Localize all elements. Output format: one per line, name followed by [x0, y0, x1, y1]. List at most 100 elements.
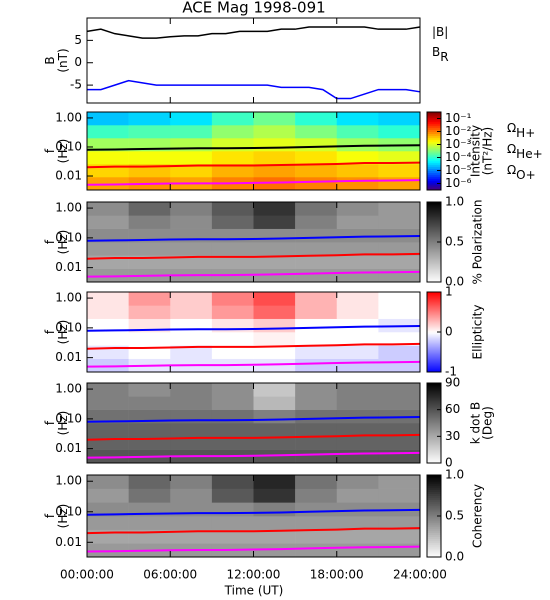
spectrogram-cell: [128, 475, 171, 489]
colorbar-swatch: [427, 493, 441, 496]
y-tick-label: 0.10: [55, 139, 82, 153]
colorbar-swatch: [427, 236, 441, 239]
spectrogram-cell: [253, 502, 296, 517]
spectrogram-cell: [211, 202, 254, 216]
spectrogram-cell: [378, 475, 421, 489]
colorbar-label: Intensity: [469, 125, 483, 177]
colorbar-swatch: [427, 280, 441, 283]
colorbar-swatch: [427, 117, 441, 121]
spectrogram-cell: [253, 138, 296, 152]
colorbar-tick-label: 0.0: [445, 550, 464, 564]
spectrogram-cell: [87, 332, 129, 346]
colorbar-tick-label: 0: [445, 456, 453, 470]
colorbar-swatch: [427, 202, 441, 205]
spectrogram-cell: [128, 202, 171, 216]
colorbar-swatch: [427, 314, 441, 317]
legend-subscript: R: [440, 50, 448, 64]
colorbar-tick-label: 1.0: [445, 195, 464, 209]
colorbar-label: k dot B: [469, 402, 483, 444]
spectrogram-cell: [170, 436, 213, 450]
spectrogram-cell: [336, 138, 379, 152]
colorbar-swatch: [427, 332, 441, 335]
spectrogram-cell: [336, 255, 379, 269]
colorbar-swatch: [427, 262, 441, 265]
y-tick-label: -5: [70, 78, 82, 92]
spectrogram-cell: [336, 449, 379, 464]
spectrogram-cell: [211, 396, 254, 410]
colorbar-swatch: [427, 540, 441, 544]
spectrogram-cell: [87, 151, 129, 165]
colorbar-swatch: [427, 536, 441, 540]
colorbar-swatch: [427, 507, 441, 511]
spectrogram-cell: [336, 228, 379, 243]
y-axis-label: (Hz): [56, 320, 70, 345]
colorbar-tick-label: 0.5: [445, 235, 464, 249]
spectrogram-cell: [295, 215, 338, 229]
spectrogram-cell: [170, 475, 213, 489]
colorbar-swatch: [427, 256, 441, 259]
colorbar-swatch: [427, 170, 441, 173]
spectrogram-cell: [253, 332, 296, 346]
colorbar-swatch: [427, 491, 441, 494]
y-axis-label: f: [43, 420, 57, 425]
colorbar-swatch: [427, 204, 441, 207]
colorbar-swatch: [427, 427, 441, 430]
colorbar-swatch: [427, 113, 441, 117]
colorbar-swatch: [427, 214, 441, 217]
colorbar-swatch: [427, 186, 441, 189]
spectrogram-cell: [378, 268, 421, 283]
spectrogram-cell: [295, 151, 338, 165]
colorbar-swatch: [427, 554, 441, 558]
spectrogram-cell: [211, 151, 254, 165]
colorbar-swatch: [427, 145, 441, 148]
spectrogram-cell: [336, 396, 379, 410]
colorbar-swatch: [427, 391, 441, 394]
spectrogram-cell: [253, 177, 296, 191]
spectrogram-cell: [87, 516, 129, 530]
colorbar-swatch: [427, 485, 441, 488]
spectrogram-cell: [170, 164, 213, 178]
spectrogram-cell: [87, 112, 129, 126]
spectrogram-cell: [295, 177, 338, 191]
colorbar-tick-label: 0.5: [445, 509, 464, 523]
colorbar-swatch: [427, 550, 441, 554]
spectrogram-cell: [128, 332, 171, 346]
colorbar-frame: [426, 382, 442, 464]
spectrogram-cell: [170, 488, 213, 503]
colorbar-swatch: [427, 242, 441, 245]
spectrogram-cell: [170, 332, 213, 346]
y-tick-label: 0.01: [55, 441, 82, 455]
legend-name: B: [432, 45, 440, 59]
spectrogram-cell: [295, 202, 338, 216]
colorbar-swatch: [427, 399, 441, 402]
spectrogram-cell: [378, 202, 421, 216]
x-tick-label: 00:00:00: [60, 568, 114, 582]
colorbar-swatch: [427, 176, 441, 179]
colorbar-swatch: [427, 455, 441, 458]
legend-entry: ΩO+: [507, 163, 536, 182]
spectrogram-cell: [170, 215, 213, 229]
colorbar-swatch: [427, 278, 441, 281]
colorbar-swatch: [427, 312, 441, 315]
spectrogram-cell: [211, 409, 254, 424]
y-tick-label: 1.00: [55, 110, 82, 124]
colorbar-swatch: [427, 423, 441, 426]
colorbar-swatch: [427, 270, 441, 273]
colorbar-tick-label: 1: [445, 285, 453, 299]
colorbar-swatch: [427, 276, 441, 279]
colorbar-swatch: [427, 178, 441, 181]
colorbar-swatch: [427, 344, 441, 347]
spectrogram-cell: [253, 228, 296, 243]
colorbar-swatch: [427, 497, 441, 501]
spectrogram-cell: [295, 255, 338, 269]
spectrogram-cell: [253, 488, 296, 503]
gyrofrequency-line: [86, 433, 421, 441]
legend-name: Ω: [507, 142, 516, 156]
gyrofrequency-line: [86, 252, 421, 260]
colorbar-swatch: [427, 501, 441, 505]
spectrogram-cell: [253, 543, 296, 558]
colorbar-swatch: [427, 234, 441, 237]
spectrogram-cell: [253, 358, 296, 373]
colorbar-swatch: [427, 360, 441, 363]
colorbar-swatch: [427, 208, 441, 211]
